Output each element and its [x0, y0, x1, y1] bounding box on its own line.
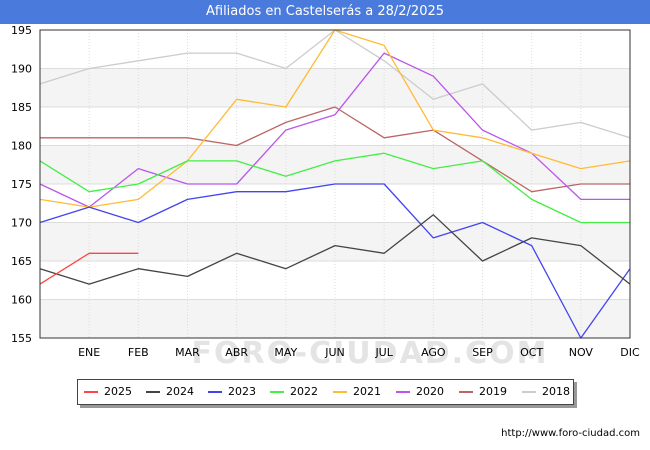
legend-swatch	[522, 391, 536, 393]
y-axis-ticks: 155 160 165 170 175 180 185 190 195	[11, 24, 32, 345]
x-tick-label: MAY	[274, 346, 297, 359]
x-tick-label: SEP	[472, 346, 493, 359]
legend-item-2025: 2025	[84, 380, 132, 404]
series-lines	[39, 29, 631, 339]
x-axis-ticks: ENE FEB MAR ABR MAY JUN JUL AGO SEP OCT NOV DIC	[78, 346, 640, 359]
y-tick-label: 195	[11, 24, 32, 37]
x-tick-label: DIC	[620, 346, 640, 359]
series-line-2019	[40, 106, 630, 193]
y-tick-label: 190	[11, 63, 32, 76]
legend-label: 2021	[353, 385, 381, 398]
legend-label: 2020	[416, 385, 444, 398]
x-tick-label: JUL	[374, 346, 393, 359]
legend-item-2021: 2021	[333, 380, 381, 404]
plot-frame	[39, 29, 631, 339]
legend-item-2024: 2024	[146, 380, 194, 404]
plot-band	[40, 261, 630, 300]
y-tick-label: 175	[11, 178, 32, 191]
legend-swatch	[84, 391, 98, 393]
series-line-2022	[39, 152, 630, 224]
y-tick-label: 165	[11, 255, 32, 268]
x-tick-label: NOV	[569, 346, 594, 359]
source-url: http://www.foro-ciudad.com	[501, 428, 640, 439]
legend-label: 2018	[542, 385, 570, 398]
legend-label: 2022	[290, 385, 318, 398]
x-tick-label: FEB	[128, 346, 149, 359]
x-tick-label: AGO	[421, 346, 446, 359]
y-tick-label: 185	[11, 101, 32, 114]
x-tick-label: ABR	[225, 346, 248, 359]
plot-band	[40, 145, 630, 184]
legend-label: 2023	[228, 385, 256, 398]
legend-item-2019: 2019	[459, 380, 507, 404]
series-line-2025	[39, 252, 139, 285]
legend-item-2018: 2018	[522, 380, 570, 404]
x-tick-label: OCT	[520, 346, 543, 359]
axes	[39, 29, 631, 339]
series-line-2024	[39, 214, 631, 285]
legend-label: 2024	[166, 385, 194, 398]
legend-label: 2025	[104, 385, 132, 398]
y-tick-label: 155	[11, 332, 32, 345]
legend-swatch	[396, 391, 410, 393]
legend: 2025 2024 2023 2022 2021 2020 2019 2018	[77, 379, 574, 405]
y-tick-label: 180	[11, 140, 32, 153]
legend-item-2022: 2022	[270, 380, 318, 404]
chart-title: Afiliados en Castelserás a 28/2/2025	[0, 0, 650, 24]
y-tick-label: 170	[11, 217, 32, 230]
legend-item-2023: 2023	[208, 380, 256, 404]
legend-label: 2019	[479, 385, 507, 398]
legend-swatch	[333, 391, 347, 393]
series-line-2023	[39, 183, 631, 339]
legend-swatch	[270, 391, 284, 393]
legend-item-2020: 2020	[396, 380, 444, 404]
y-tick-label: 160	[11, 294, 32, 307]
watermark: FORO-CIUDAD.COM	[192, 336, 549, 371]
x-tick-label: ENE	[78, 346, 100, 359]
legend-swatch	[459, 391, 473, 393]
x-tick-label: JUN	[324, 346, 345, 359]
legend-swatch	[208, 391, 222, 393]
legend-swatch	[146, 391, 160, 393]
x-tick-label: MAR	[175, 346, 200, 359]
